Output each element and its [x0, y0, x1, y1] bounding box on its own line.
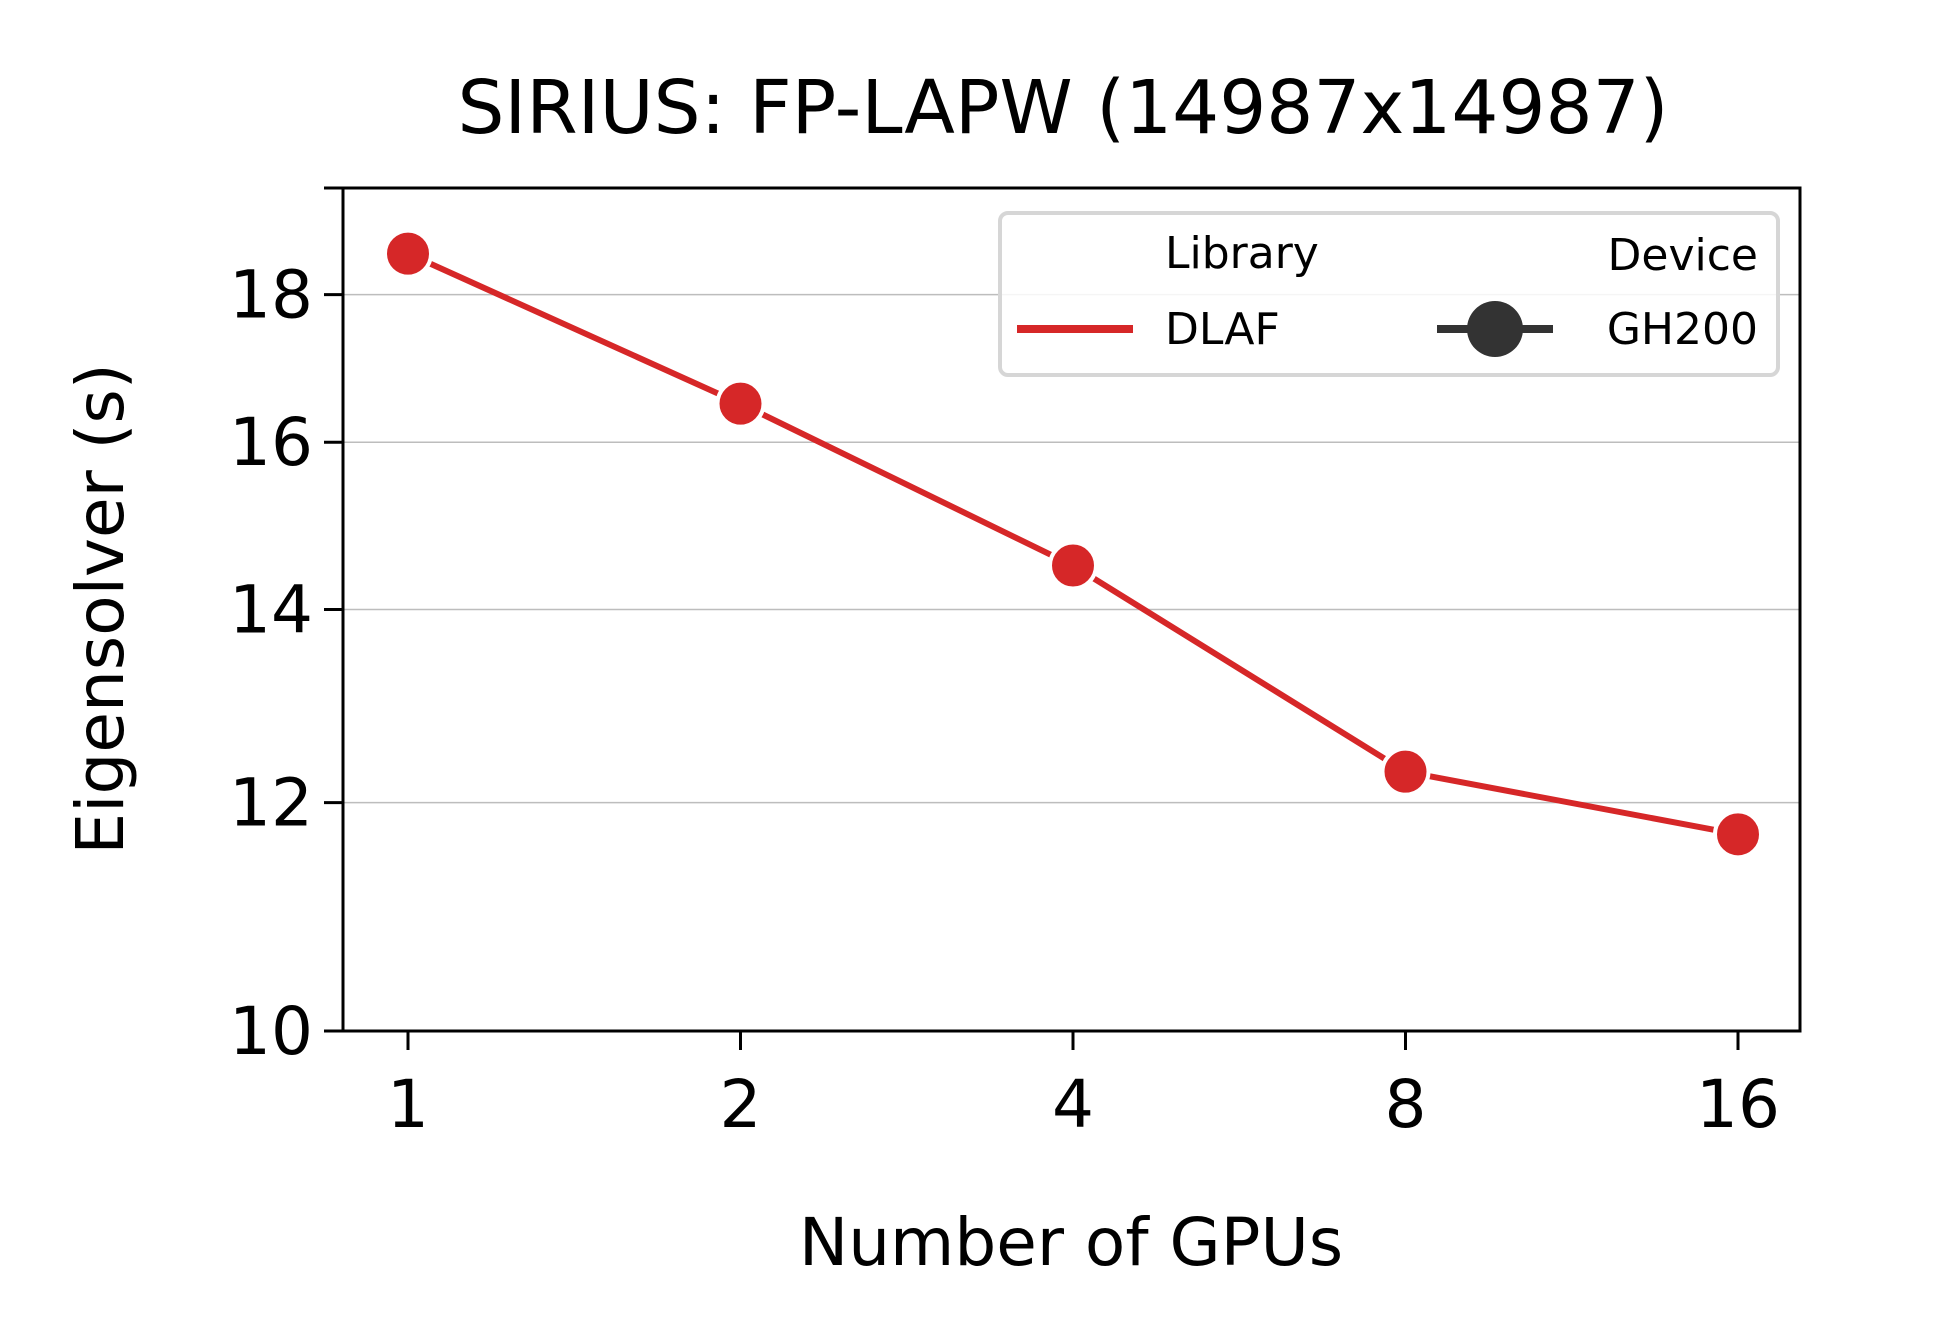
legend-gh200-marker [1467, 301, 1523, 357]
x-tick-label: 4 [1052, 1066, 1094, 1143]
y-tick-label: 14 [229, 572, 313, 649]
y-tick-label: 18 [229, 257, 313, 334]
x-tick-label: 16 [1696, 1066, 1780, 1143]
legend: Library Device DLAF GH200 [998, 211, 1780, 377]
data-point [715, 378, 766, 429]
y-tick-label: 16 [229, 404, 313, 481]
y-axis-label: Eigensolver (s) [62, 363, 139, 854]
x-tick-label: 1 [387, 1066, 429, 1143]
y-tick-label: 10 [229, 993, 313, 1070]
x-tick-label: 8 [1385, 1066, 1427, 1143]
x-tick-label: 2 [720, 1066, 762, 1143]
data-point [1380, 746, 1431, 797]
legend-library-title: Library [1165, 228, 1319, 279]
legend-dlaf-label: DLAF [1165, 304, 1280, 355]
legend-device-title: Device [1608, 230, 1758, 281]
legend-gh200-label: GH200 [1607, 304, 1758, 355]
x-axis: 1 2 4 8 16 [387, 1031, 1780, 1143]
series-layer [383, 228, 1763, 860]
data-point [1048, 540, 1098, 591]
y-axis: 10 12 14 16 18 [229, 186, 343, 1070]
plot-frame [341, 186, 1802, 1033]
y-tick-label: 12 [229, 765, 313, 842]
data-point [383, 228, 433, 279]
chart-title: SIRIUS: FP-LAPW (14987x14987) [457, 65, 1668, 151]
legend-box [998, 211, 1780, 377]
data-point [1713, 809, 1763, 860]
x-axis-label: Number of GPUs [799, 1204, 1343, 1281]
